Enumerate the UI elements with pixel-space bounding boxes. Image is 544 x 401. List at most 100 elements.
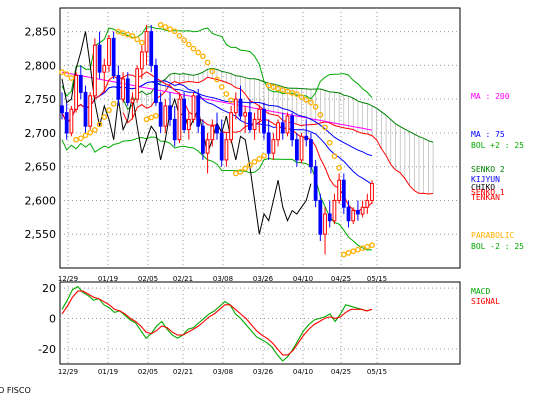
candle [83,85,88,133]
candle-body [107,37,111,66]
macd-ytick-label: 0 [49,312,56,325]
candle-body [309,139,313,168]
candle [210,119,215,147]
candle-body [92,44,97,97]
parabolic-dot [120,30,126,36]
candle-body [229,112,233,141]
macd-panel: -20 0 20 12/29 01/19 02/05 02/21 03/08 03/26 04/… [38,281,461,376]
candle-body [294,139,299,161]
candle [285,112,290,137]
candle [107,35,111,73]
candle-body [323,213,327,235]
parabolic-dot [336,165,342,171]
candle-body [318,199,323,235]
parabolic-dot [340,251,347,258]
parabolic-dot [138,39,145,46]
candle-body [60,105,64,114]
legend-entry: BOL +2 : 25 [471,141,524,150]
parabolic-dot [148,114,155,121]
macd-xtick-label: 05/15 [367,368,387,376]
candle [365,193,370,214]
candle [247,99,252,133]
candle [266,119,271,160]
candle [158,92,163,133]
candle-body [351,210,356,222]
candle [313,159,318,208]
candle-body [74,75,78,110]
candle-body [219,132,224,161]
parabolic-dot [275,85,281,92]
candlesticks [60,24,374,255]
candle-body [64,112,69,134]
candle [346,200,351,228]
candle-body [69,108,74,134]
macd-gridlines [60,282,460,364]
price-x-axis-ticks: 12/29 01/19 02/05 02/21 03/08 03/26 04/10 04/25… [58,275,387,283]
candle [69,105,74,137]
price-xtick-label: 01/19 [98,275,118,283]
candle [168,92,172,127]
candle [88,92,93,130]
candle [215,112,219,140]
candle-body [332,199,337,222]
candle [370,180,374,204]
candle [163,99,168,133]
macd-xtick-label: 02/21 [173,368,193,376]
price-legend: MA : 200 MA : 75 BOL +2 : 25 SENKO 2KIJYUNC… [471,92,524,251]
candle-body [337,179,342,201]
candle-body [252,118,257,131]
parabolic-dot [242,165,249,172]
price-xtick-label: 12/29 [58,275,78,283]
macd-xtick-label: 04/25 [331,368,351,376]
candle [309,132,313,174]
price-ytick-label: 2,550 [25,228,57,241]
candle [294,132,299,167]
candle-body [280,122,285,134]
macd-panel-frame [59,281,461,365]
legend-entry: BOL -2 : 25 [471,242,524,251]
candle-body [299,135,304,161]
candle [139,45,144,79]
parabolic-dot [312,103,319,110]
parabolic-dot [96,121,103,128]
candle-body [88,95,93,127]
legend-entry: PARABOLIC [471,231,515,240]
parabolic-dot [331,153,338,159]
legend-entry: CHIKO [471,183,495,192]
candle-body [116,75,121,100]
candle-body [224,139,229,161]
candle [341,173,346,214]
candle-body [163,105,168,127]
candle-body [191,95,196,120]
candle [219,119,224,167]
macd-ytick-label: 20 [42,282,56,295]
legend-entry: KIJYUN [471,175,500,184]
parabolic-dot [77,135,84,142]
price-xtick-label: 02/05 [138,275,158,283]
candle [290,112,295,147]
candle-body [271,139,276,154]
candle [116,65,121,106]
legend-entry: SENKO 2 [471,165,505,174]
candle [351,207,356,225]
price-ytick-label: 2,800 [25,59,57,72]
parabolic-dot [223,91,230,97]
parabolic-dot [298,94,305,100]
candle [111,31,116,79]
candle [177,92,182,144]
parabolic-dot [153,112,159,119]
candle [182,92,187,133]
parabolic-dot [68,75,75,81]
candle [191,92,196,123]
candle-body [210,125,215,141]
candle-body [135,68,140,100]
parabolic-dot [63,71,70,77]
candle-body [130,98,135,104]
parabolic-dot [185,41,192,48]
candle-body [158,102,163,127]
price-panel-frame [59,7,461,269]
parabolic-dot [322,124,328,131]
parabolic-dot [110,101,117,107]
parabolic-dot [162,24,169,30]
price-ytick-label: 2,850 [25,26,57,39]
